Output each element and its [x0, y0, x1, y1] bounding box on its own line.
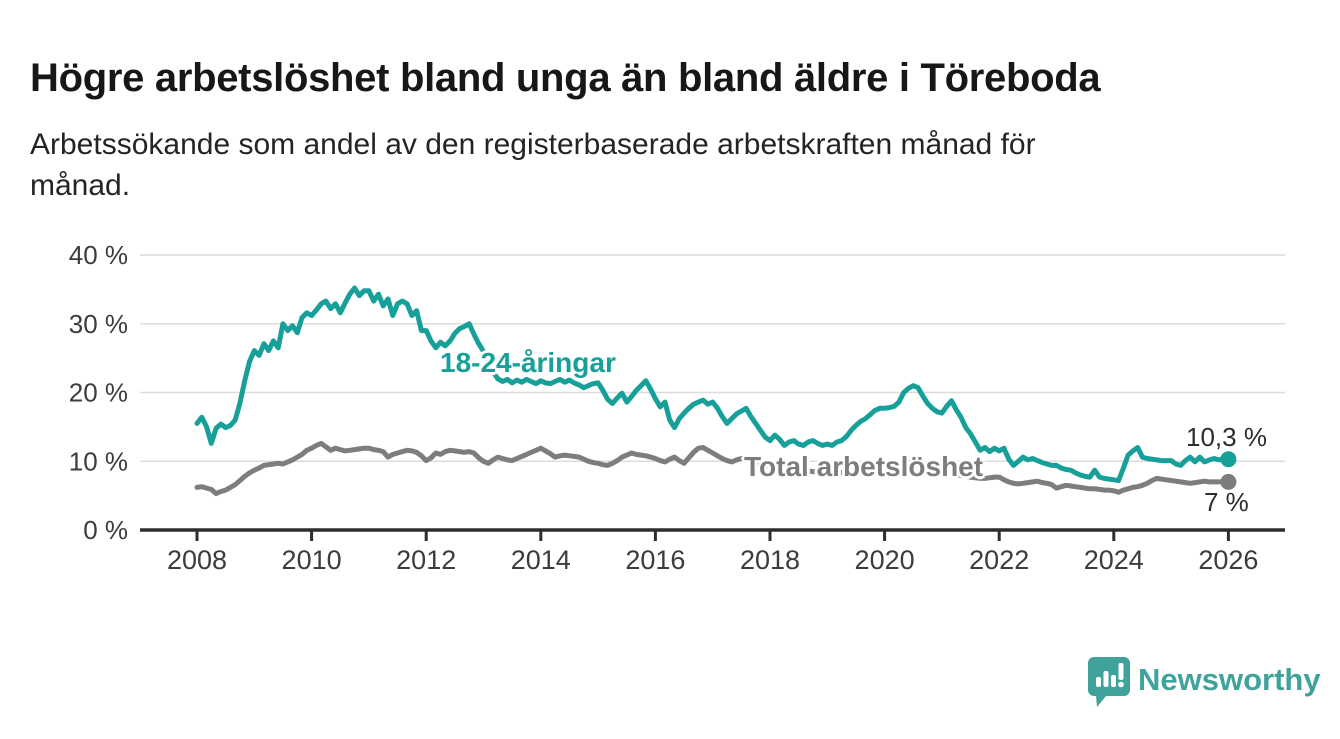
- series-label-youth: 18-24-åringar: [440, 347, 616, 378]
- end-dot-youth: [1220, 451, 1237, 468]
- y-tick-label: 10 %: [69, 446, 128, 476]
- series-line-total: [194, 440, 1231, 497]
- x-tick-label: 2018: [740, 545, 800, 575]
- y-tick-label: 20 %: [69, 378, 128, 408]
- newsworthy-logo: Newsworthy: [1086, 653, 1321, 707]
- chart-subtitle: Arbetssökande som andel av den registerb…: [30, 124, 1270, 206]
- bar-chart-speech-bubble-icon: [1088, 657, 1130, 707]
- chart-subtitle-line2: månad.: [30, 169, 131, 202]
- x-tick-label: 2022: [969, 545, 1029, 575]
- chart-subtitle-line1: Arbetssökande som andel av den registerb…: [30, 128, 1036, 161]
- x-tick-label: 2020: [855, 545, 915, 575]
- end-value-label-youth: 10,3 %: [1186, 422, 1267, 452]
- x-tick-label: 2014: [511, 545, 571, 575]
- x-tick-label: 2026: [1198, 545, 1258, 575]
- series-label-total: Total arbetslöshet: [744, 451, 984, 482]
- x-tick-label: 2016: [625, 545, 685, 575]
- x-tick-label: 2012: [396, 545, 456, 575]
- y-tick-label: 40 %: [69, 240, 128, 270]
- end-dot-total: [1220, 473, 1237, 490]
- x-tick-label: 2010: [282, 545, 342, 575]
- page-title: Högre arbetslöshet bland unga än bland ä…: [30, 55, 1101, 100]
- series-line-youth: [194, 285, 1231, 483]
- newsworthy-logo-text: Newsworthy: [1138, 662, 1321, 697]
- x-tick-label: 2024: [1084, 545, 1144, 575]
- y-tick-label: 30 %: [69, 309, 128, 339]
- x-tick-label: 2008: [167, 545, 227, 575]
- end-value-label-total: 7 %: [1204, 487, 1249, 517]
- y-tick-label: 0 %: [83, 515, 128, 545]
